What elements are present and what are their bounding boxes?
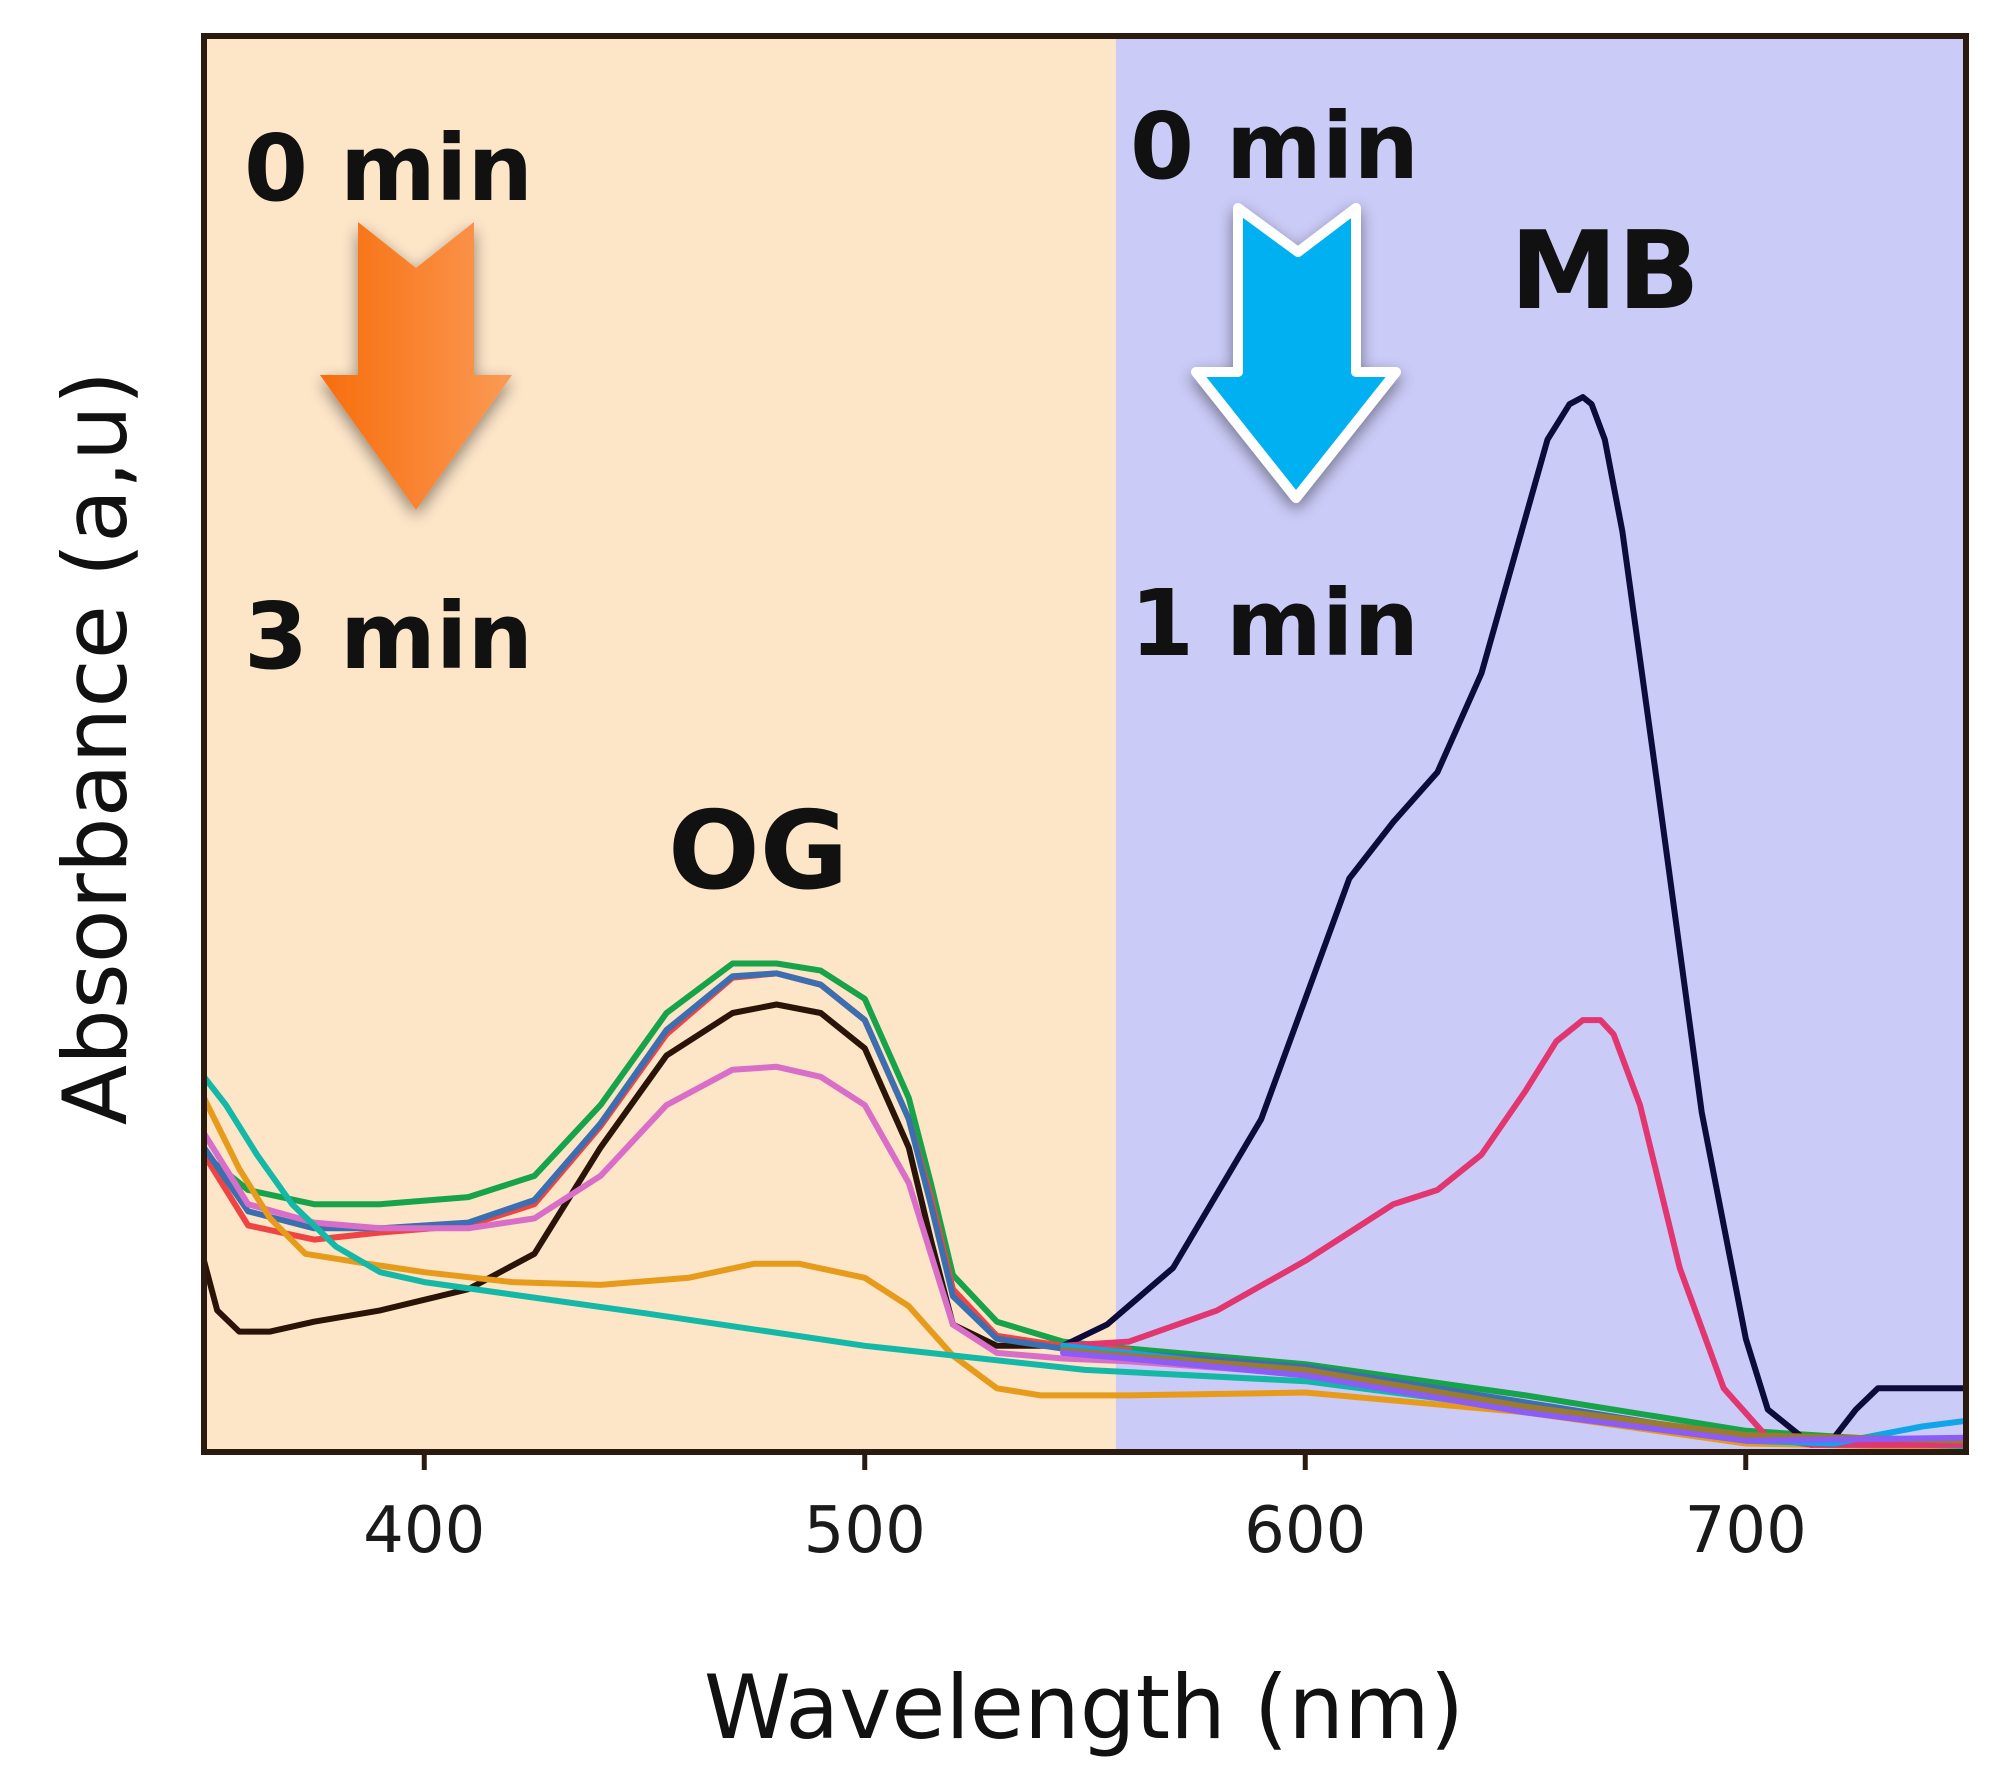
x-tick-label: 700: [1685, 1494, 1807, 1568]
og-dye-label: OG: [668, 789, 848, 914]
x-tick-label: 600: [1244, 1494, 1366, 1568]
series-line-purple: [1060, 1349, 1969, 1444]
og-start-label: 0 min: [244, 115, 533, 222]
x-tick-label: 400: [363, 1494, 485, 1568]
series-line-green: [201, 960, 1969, 1448]
og-region: [204, 36, 1116, 1452]
series-line-orange: [201, 1095, 1969, 1451]
plot-frame: [201, 33, 1969, 1455]
x-axis-ticks: 400 500 600 700: [363, 1452, 1807, 1568]
mb-end-label: 1 min: [1130, 570, 1419, 677]
series-line-crimson: [1060, 1017, 1969, 1448]
mb-dye-label: MB: [1510, 209, 1700, 334]
og-end-label: 3 min: [244, 583, 533, 690]
x-axis-title: Wavelength (nm): [704, 1656, 1464, 1759]
series-group: [201, 394, 1969, 1451]
series-line-black: [201, 1001, 1066, 1349]
x-tick-label: 500: [804, 1494, 926, 1568]
og-decrease-arrow-icon: [320, 222, 512, 510]
mb-start-label: 0 min: [1130, 93, 1419, 200]
y-axis-title: Absorbance (a,u): [44, 371, 147, 1125]
mb-decrease-arrow-icon: [1191, 203, 1401, 503]
